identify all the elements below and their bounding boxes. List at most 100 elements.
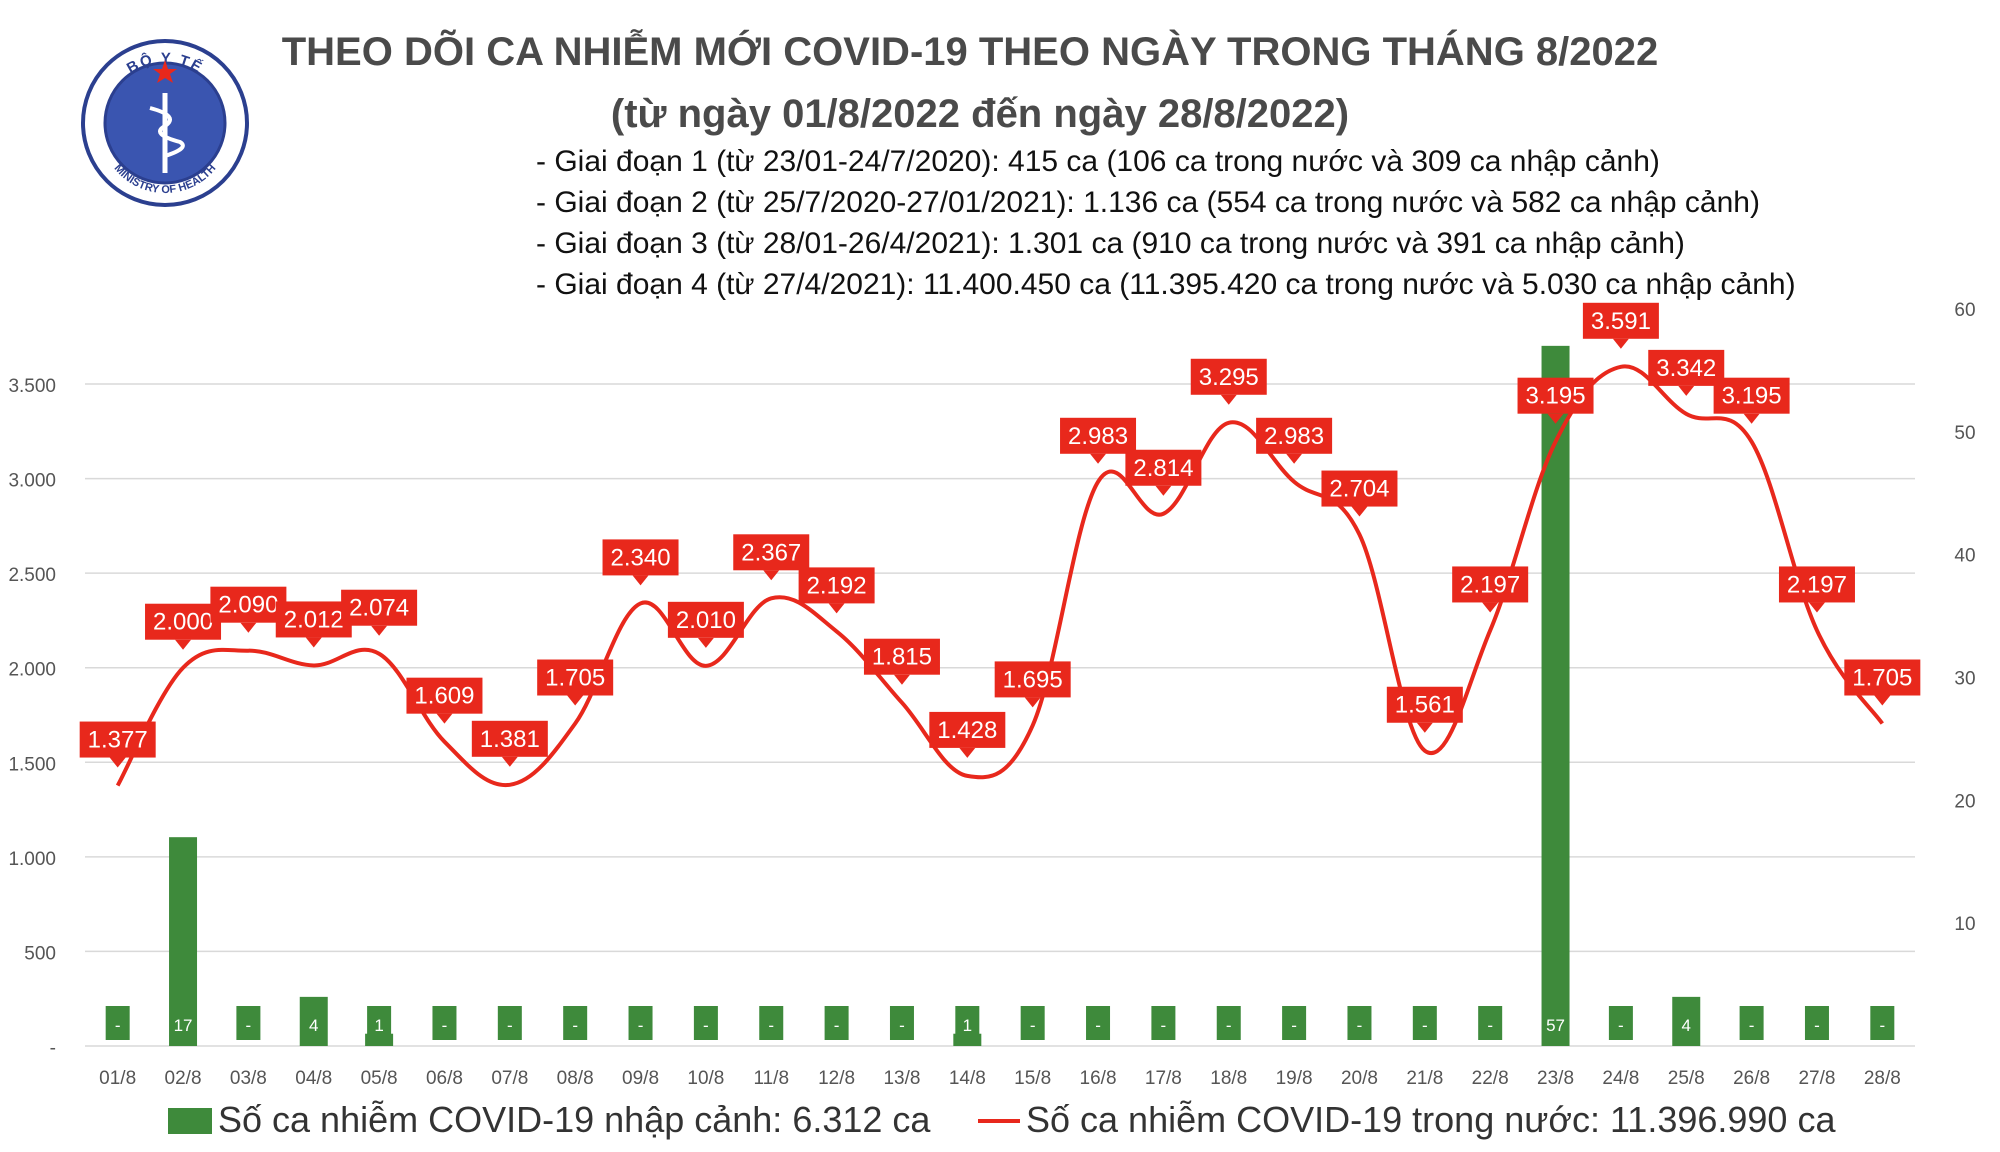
x-tick-label: 06/8: [426, 1068, 463, 1089]
line-label-box: [1060, 417, 1137, 454]
bar-value-label: -: [507, 1016, 513, 1035]
y-left-tick-label: 1.500: [8, 754, 56, 775]
bar-value-label: 17: [174, 1016, 193, 1035]
y-right-tick-label: 60: [1954, 300, 1975, 321]
line-label-box: [733, 534, 810, 571]
legend-swatch-imported: [168, 1108, 212, 1134]
line-label-box: [1648, 349, 1725, 386]
line-label-pointer: [1155, 485, 1172, 496]
x-tick-label: 04/8: [295, 1068, 332, 1089]
x-tick-label: 20/8: [1341, 1068, 1378, 1089]
line-value-label: 2.340: [611, 544, 671, 571]
line-label-pointer: [959, 747, 976, 758]
bar-label-box: [1151, 1006, 1176, 1040]
bar-label-box: [105, 1006, 130, 1040]
bar-label-box: [1739, 1006, 1764, 1040]
bar-label-box: [693, 1006, 718, 1040]
line-value-label: 1.561: [1395, 692, 1455, 719]
line-label-box: [1844, 659, 1921, 696]
bar-value-label: -: [115, 1016, 121, 1035]
x-tick-label: 26/8: [1733, 1068, 1770, 1089]
line-value-label: 2.814: [1133, 455, 1193, 482]
bar-value-label: 1: [963, 1016, 972, 1035]
line-label-box: [406, 677, 483, 714]
line-value-label: 2.367: [741, 539, 801, 566]
line-value-label: 2.192: [807, 572, 867, 599]
phase-2-note: - Giai đoạn 2 (từ 25/7/2020-27/01/2021):…: [536, 186, 1760, 219]
line-label-box: [1778, 566, 1855, 603]
bar-label-box: [824, 1006, 849, 1040]
line-label-pointer: [501, 756, 518, 767]
bar-label-box: [497, 1006, 522, 1040]
line-value-label: 1.705: [1852, 665, 1912, 692]
bar-value-label: -: [1618, 1016, 1624, 1035]
bar-value-label: 57: [1546, 1016, 1565, 1035]
line-label-box: [537, 659, 614, 696]
bar-value-label: -: [1095, 1016, 1101, 1035]
line-label-box: [1256, 417, 1333, 454]
line-label-box: [1125, 449, 1202, 486]
line-label-box: [929, 711, 1006, 748]
x-tick-label: 09/8: [622, 1068, 659, 1089]
bar-value-label: -: [1814, 1016, 1820, 1035]
line-value-label: 3.591: [1591, 308, 1651, 335]
chart-title: THEO DÕI CA NHIỄM MỚI COVID-19 THEO NGÀY…: [281, 30, 1659, 74]
line-label-pointer: [1090, 453, 1107, 464]
line-value-label: 2.197: [1460, 571, 1520, 598]
y-left-tick-label: 3.000: [8, 471, 56, 492]
x-tick-label: 13/8: [883, 1068, 920, 1089]
bar-label-box: [1020, 1006, 1045, 1040]
line-value-label: 3.342: [1656, 355, 1716, 382]
phase-1-note: - Giai đoạn 1 (từ 23/01-24/7/2020): 415 …: [536, 145, 1660, 178]
line-label-pointer: [371, 625, 388, 636]
line-label-pointer: [632, 575, 649, 586]
x-tick-label: 11/8: [753, 1068, 789, 1089]
y-left-tick-label: 1.000: [8, 849, 56, 870]
x-tick-label: 18/8: [1210, 1068, 1247, 1089]
y-right-tick-label: 40: [1954, 546, 1975, 567]
line-value-label: 1.377: [88, 727, 148, 754]
y-right-tick-label: 10: [1954, 914, 1975, 935]
line-value-label: 2.983: [1068, 423, 1128, 450]
line-value-label: 1.815: [872, 644, 932, 671]
line-label-box: [1452, 566, 1529, 603]
x-tick-label: 02/8: [165, 1068, 202, 1089]
line-value-label: 2.983: [1264, 423, 1324, 450]
line-label-box: [1321, 470, 1398, 507]
line-label-pointer: [893, 674, 910, 685]
line-value-label: 2.704: [1329, 476, 1389, 503]
line-label-box: [210, 586, 287, 623]
bar-value-label: -: [1030, 1016, 1036, 1035]
bar-value-label: -: [1879, 1016, 1885, 1035]
line-label-pointer: [1743, 413, 1760, 424]
bar-label-box: [1674, 1006, 1699, 1040]
line-label-box: [994, 661, 1071, 698]
bar-label-box: [171, 1006, 196, 1040]
line-label-pointer: [567, 695, 584, 706]
bar-label-box: [628, 1006, 653, 1040]
x-tick-label: 25/8: [1668, 1068, 1705, 1089]
x-tick-label: 21/8: [1406, 1068, 1443, 1089]
x-tick-label: 01/8: [99, 1068, 136, 1089]
line-value-label: 2.012: [284, 606, 344, 633]
line-label-pointer: [1024, 697, 1041, 708]
line-label-pointer: [1482, 602, 1499, 613]
bar-value-label: -: [1161, 1016, 1167, 1035]
legend-label-imported: Số ca nhiễm COVID-19 nhập cảnh: 6.312 ca: [218, 1099, 931, 1140]
line-label-box: [79, 721, 156, 758]
line-label-box: [275, 601, 352, 638]
bar-value-label: -: [246, 1016, 252, 1035]
line-label-pointer: [1547, 413, 1564, 424]
line-label-pointer: [1351, 506, 1368, 517]
line-label-box: [1190, 358, 1267, 395]
x-tick-label: 07/8: [491, 1068, 528, 1089]
line-label-pointer: [175, 639, 192, 650]
x-tick-label: 23/8: [1537, 1068, 1574, 1089]
line-value-label: 2.197: [1787, 571, 1847, 598]
x-tick-label: 16/8: [1080, 1068, 1117, 1089]
line-label-box: [471, 720, 548, 757]
x-tick-label: 27/8: [1798, 1068, 1835, 1089]
y-left-tick-label: 2.000: [8, 660, 56, 681]
bar-value-label: -: [442, 1016, 448, 1035]
bar-value-label: -: [834, 1016, 840, 1035]
